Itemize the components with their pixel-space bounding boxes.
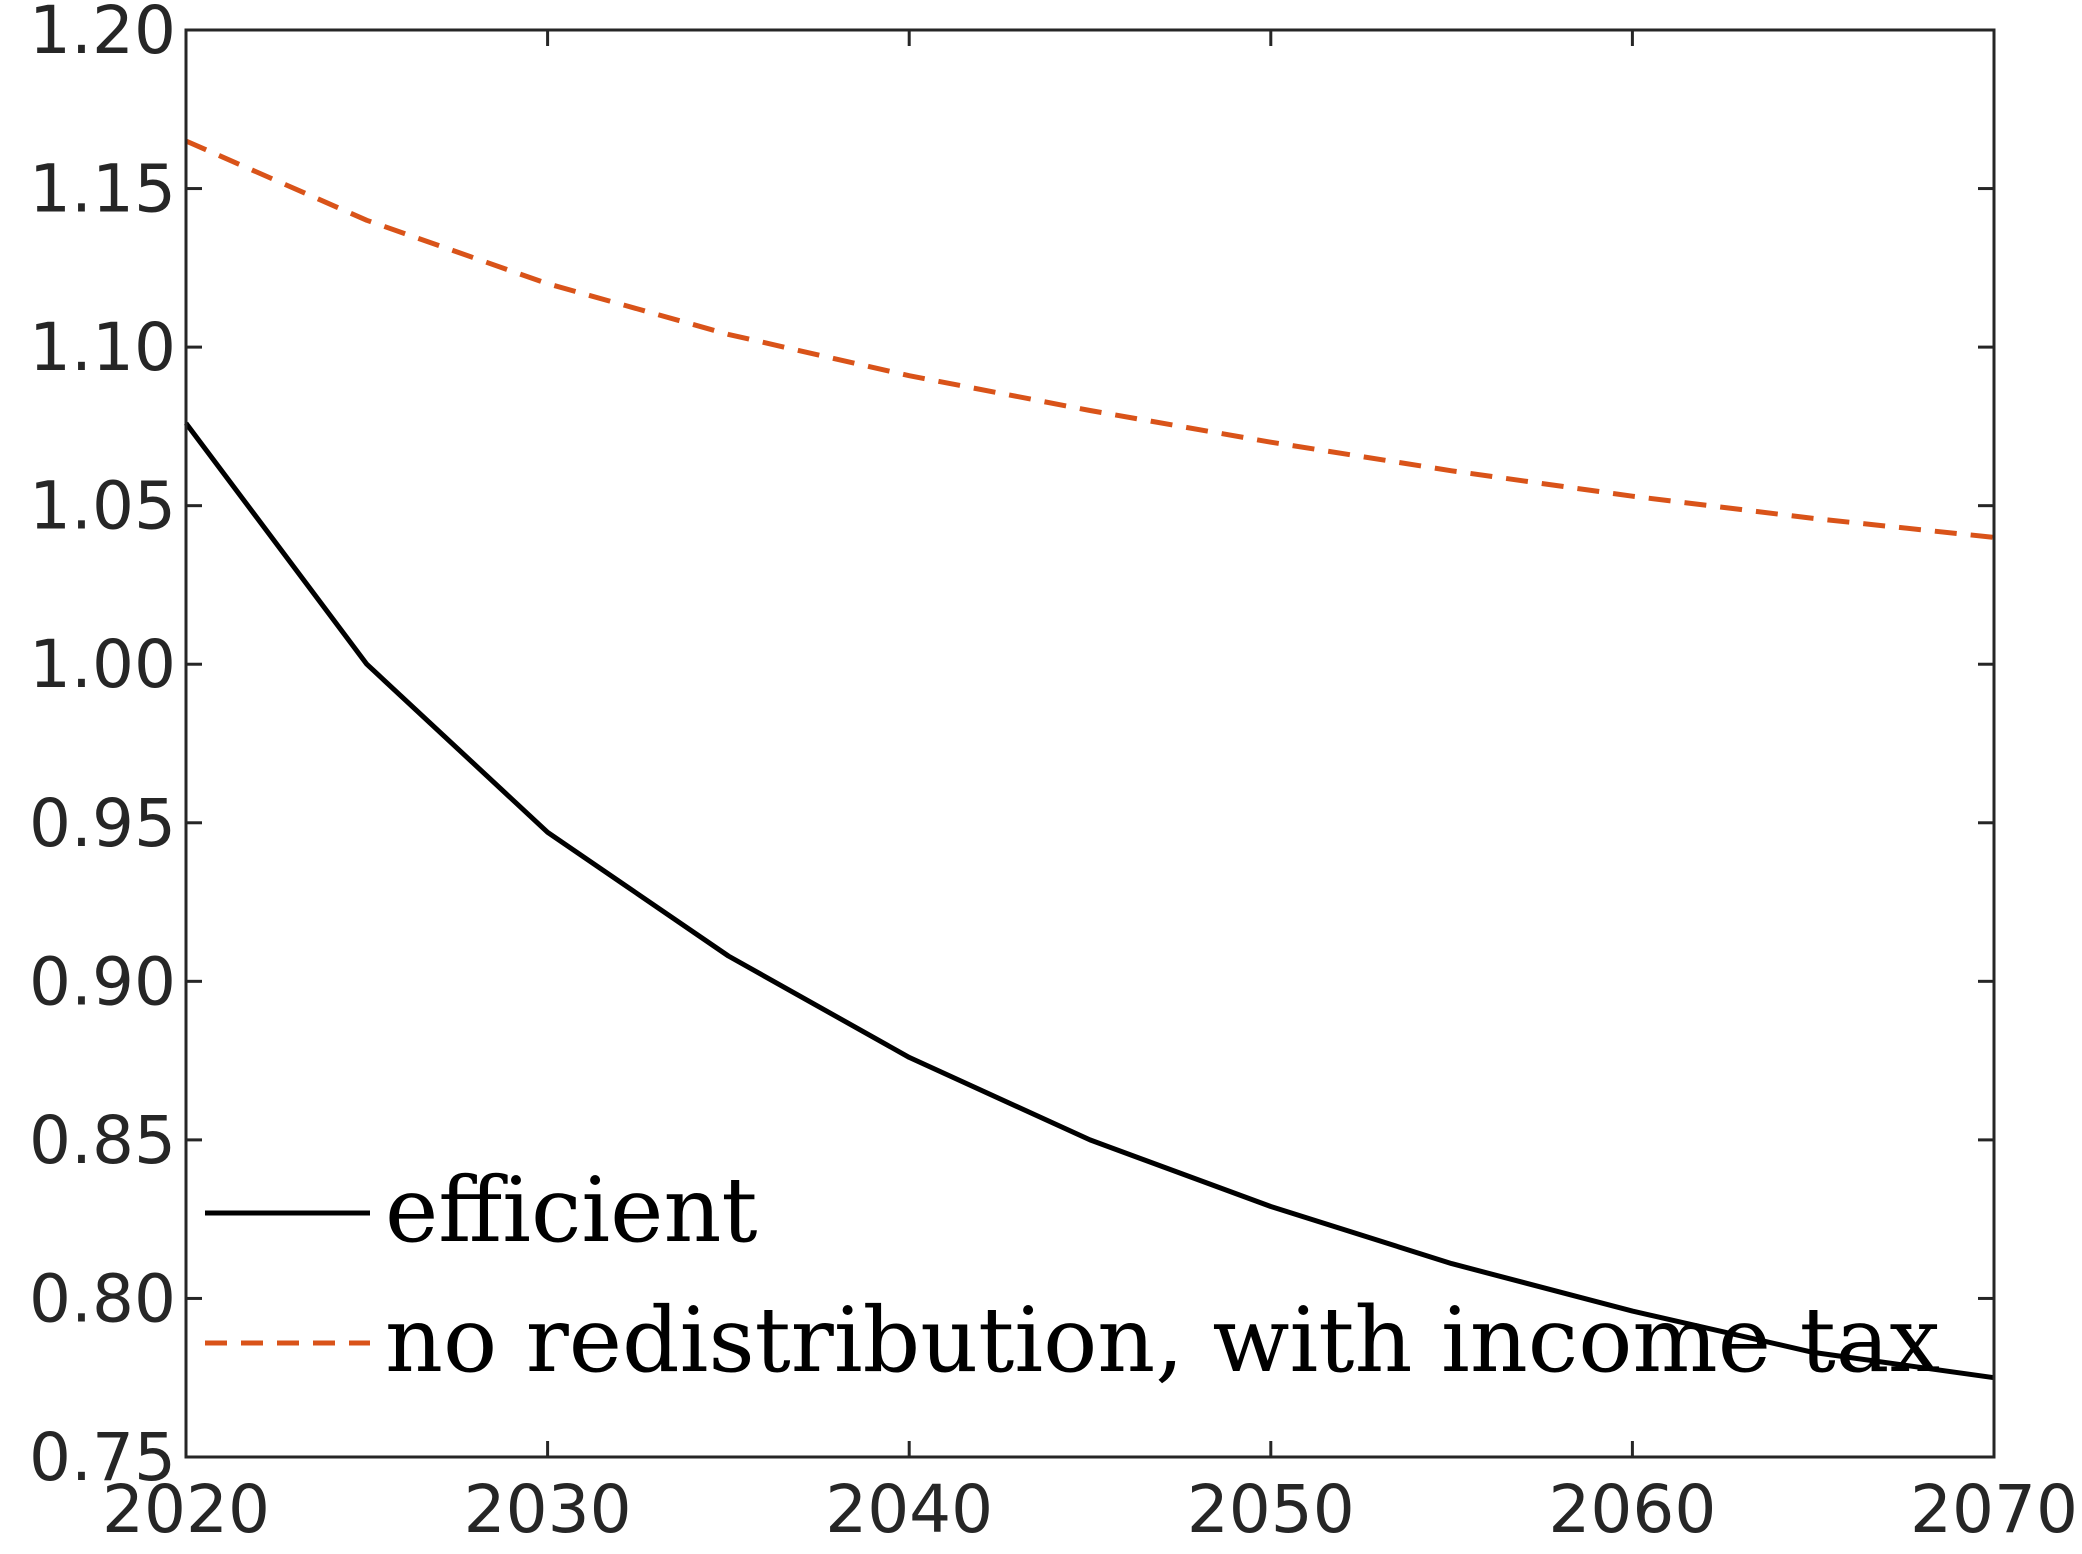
- y-tick-label: 0.80: [29, 1260, 176, 1337]
- y-tick-label: 0.90: [29, 943, 176, 1020]
- y-tick-label: 0.75: [29, 1419, 176, 1496]
- y-tick-label: 1.00: [29, 626, 176, 703]
- x-tick-label: 2070: [1910, 1471, 2078, 1548]
- y-tick-label: 1.15: [29, 151, 176, 228]
- y-tick-label: 0.85: [29, 1102, 176, 1179]
- plot-area: [186, 30, 1994, 1457]
- x-tick-label: 2060: [1548, 1471, 1716, 1548]
- legend-label-1: efficient: [385, 1158, 758, 1263]
- series-line-1: [184, 421, 1995, 1381]
- series-layer: [184, 138, 1995, 1381]
- x-tick-label: 2050: [1187, 1471, 1355, 1548]
- tick-layer: 2020 2030 2040 2050 2060 2070 0.75 0.80 0.85 0.90…: [29, 0, 2078, 1548]
- y-tick-label: 0.95: [29, 785, 176, 862]
- x-tick-label: 2020: [102, 1471, 270, 1548]
- legend: efficient no redistribution, with income …: [205, 1158, 1940, 1393]
- x-tick-label: 2040: [825, 1471, 993, 1548]
- y-tick-label: 1.05: [29, 468, 176, 545]
- y-tick-label: 1.20: [29, 0, 176, 69]
- series-line-2: [184, 138, 1995, 540]
- x-tick-label: 2030: [464, 1471, 632, 1548]
- legend-label-2: no redistribution, with income tax: [385, 1288, 1940, 1393]
- axes-box: [184, 28, 1996, 1459]
- y-tick-label: 1.10: [29, 309, 176, 386]
